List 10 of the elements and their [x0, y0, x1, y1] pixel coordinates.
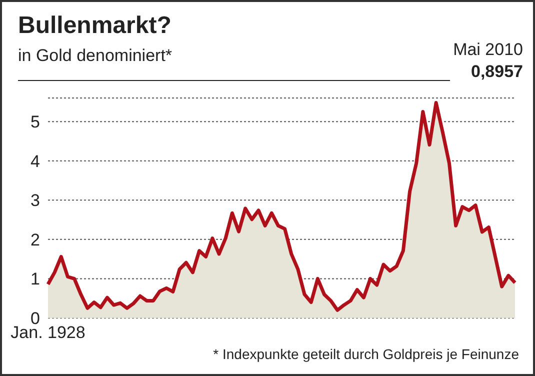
- chart-subtitle: in Gold denominiert*: [18, 46, 172, 66]
- text: Mai 2010: [453, 40, 523, 60]
- text: 0,8957: [471, 62, 523, 82]
- chart-title: Bullenmarkt?: [18, 12, 172, 40]
- y-tick-label: 1: [30, 270, 40, 289]
- text: * Indexpunkte geteilt durch Goldpreis je Feinunze: [213, 346, 519, 362]
- y-tick-label: 3: [30, 191, 40, 210]
- y-tick-label: 4: [30, 152, 40, 171]
- y-tick-label: 5: [30, 112, 40, 132]
- y-tick-label: 2: [30, 230, 40, 250]
